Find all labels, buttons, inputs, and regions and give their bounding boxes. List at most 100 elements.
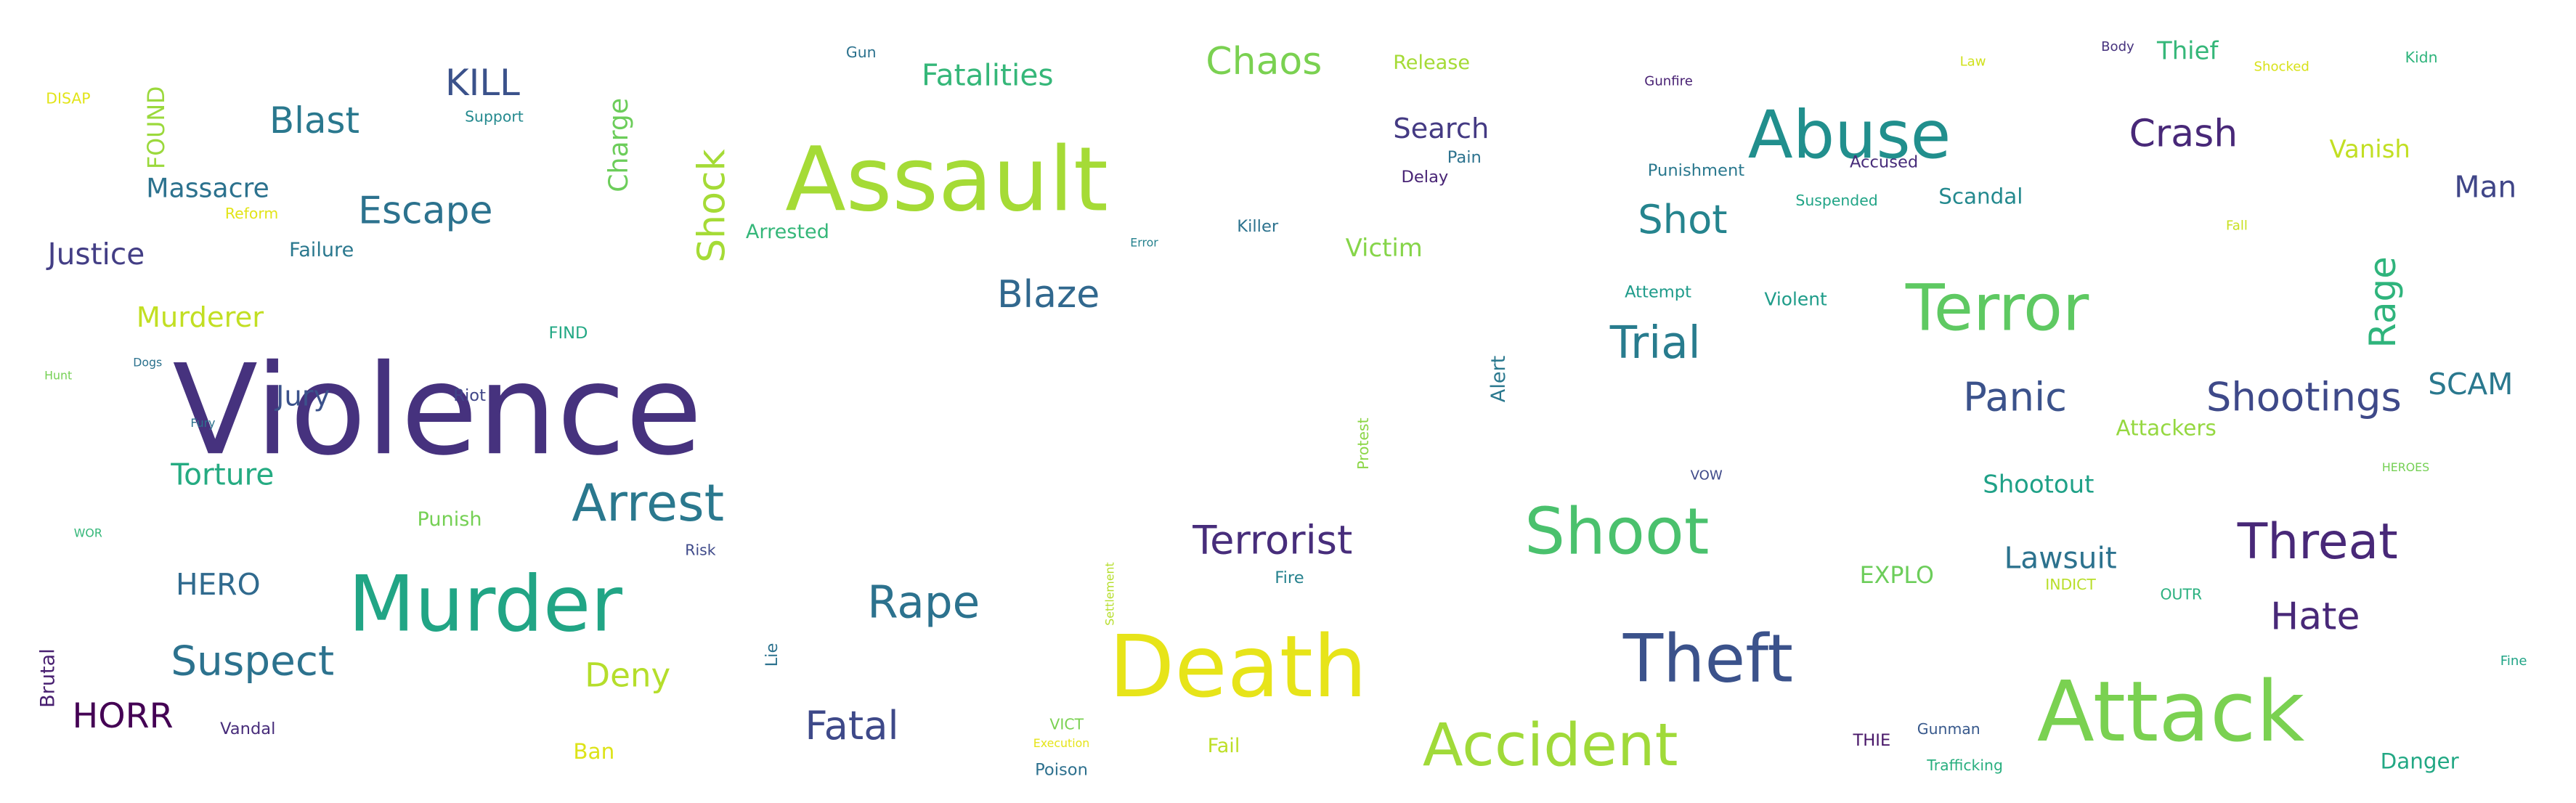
word-violent: Violent [1764, 289, 1827, 310]
word-blaze: Blaze [997, 273, 1100, 317]
word-reform: Reform [225, 205, 278, 222]
word-dogs: Dogs [133, 355, 162, 369]
word-deny: Deny [585, 656, 670, 695]
word-escape: Escape [358, 189, 492, 233]
word-arrest: Arrest [572, 473, 724, 533]
word-explo: EXPLO [1860, 563, 1934, 589]
word-ban: Ban [573, 739, 614, 764]
word-find: FIND [549, 324, 588, 343]
word-threat: Threat [2237, 513, 2398, 571]
word-attackers: Attackers [2116, 415, 2217, 440]
word-disap: DISAP [46, 90, 90, 107]
word-scandal: Scandal [1938, 184, 2023, 209]
word-pain: Pain [1447, 148, 1482, 167]
word-lie: Lie [763, 643, 781, 667]
word-failure: Failure [289, 239, 354, 261]
word-fury: Fury [190, 416, 215, 430]
word-massacre: Massacre [146, 172, 269, 203]
word-charge: Charge [603, 98, 634, 192]
word-body: Body [2101, 39, 2134, 54]
word-wor: WOR [74, 526, 102, 540]
word-lawsuit: Lawsuit [2004, 541, 2117, 576]
word-shocked: Shocked [2254, 59, 2309, 74]
word-vow: VOW [1691, 468, 1723, 484]
word-crash: Crash [2129, 112, 2238, 155]
word-terrorist: Terrorist [1192, 517, 1352, 563]
word-execution: Execution [1033, 736, 1090, 750]
word-release: Release [1393, 52, 1470, 74]
word-punishment: Punishment [1648, 161, 1744, 180]
word-protest: Protest [1354, 417, 1372, 470]
word-killer: Killer [1237, 217, 1279, 236]
word-terror: Terror [1905, 271, 2089, 346]
word-accused: Accused [1850, 153, 1918, 172]
word-outr: OUTR [2161, 586, 2203, 603]
word-support: Support [465, 107, 524, 125]
word-vandal: Vandal [220, 720, 275, 738]
word-victim: Victim [1346, 234, 1423, 262]
word-trial: Trial [1609, 317, 1701, 369]
word-found: FOUND [144, 86, 170, 169]
word-settlement: Settlement [1103, 562, 1117, 626]
word-fine: Fine [2500, 653, 2527, 669]
word-riot: Riot [453, 386, 486, 405]
word-rape: Rape [867, 577, 980, 629]
word-vict: VICT [1049, 715, 1084, 733]
word-fatal: Fatal [805, 703, 898, 749]
word-hate: Hate [2270, 595, 2360, 638]
word-justice: Justice [46, 237, 145, 272]
word-horr: HORR [73, 696, 174, 736]
word-hunt: Hunt [44, 369, 72, 383]
word-fatalities: Fatalities [922, 58, 1054, 93]
word-risk: Risk [685, 542, 715, 559]
word-search: Search [1393, 113, 1489, 145]
word-shootout: Shootout [1983, 470, 2094, 499]
word-law: Law [1960, 54, 1986, 70]
word-theft: Theft [1622, 621, 1793, 698]
word-rage: Rage [2362, 256, 2404, 348]
word-attempt: Attempt [1625, 282, 1691, 301]
word-indict: INDICT [2045, 576, 2096, 593]
word-gunfire: Gunfire [1644, 74, 1693, 89]
word-brutal: Brutal [37, 648, 60, 708]
word-error: Error [1130, 235, 1158, 249]
word-gun: Gun [846, 44, 877, 61]
word-abuse: Abuse [1748, 97, 1951, 174]
word-blast: Blast [269, 99, 359, 142]
word-danger: Danger [2381, 749, 2460, 774]
word-trafficking: Trafficking [1926, 757, 2003, 774]
word-murderer: Murderer [137, 301, 264, 334]
word-shoot: Shoot [1524, 494, 1709, 568]
word-arrested: Arrested [746, 221, 829, 243]
word-fire: Fire [1275, 568, 1304, 587]
word-suspended: Suspended [1795, 192, 1877, 209]
word-accident: Accident [1423, 711, 1678, 780]
word-attack: Attack [2037, 664, 2305, 761]
word-jury: Jury [275, 380, 330, 413]
word-shootings: Shootings [2206, 375, 2402, 420]
word-violence: Violence [173, 337, 702, 483]
word-delay: Delay [1402, 168, 1449, 187]
word-assault: Assault [785, 129, 1108, 232]
word-vanish: Vanish [2330, 135, 2410, 163]
word-hero: HERO [176, 567, 261, 602]
word-chaos: Chaos [1206, 40, 1322, 83]
word-shock: Shock [691, 149, 734, 262]
word-torture: Torture [170, 457, 274, 492]
word-suspect: Suspect [171, 638, 334, 685]
word-alert: Alert [1487, 356, 1510, 403]
word-shot: Shot [1638, 197, 1727, 242]
word-kill: KILL [445, 62, 520, 104]
word-scam: SCAM [2428, 367, 2513, 402]
word-fall: Fall [2226, 219, 2248, 234]
word-panic: Panic [1963, 375, 2067, 420]
word-kidn: Kidn [2405, 49, 2438, 66]
word-murder: Murder [349, 560, 623, 650]
word-man: Man [2454, 169, 2516, 204]
word-death: Death [1109, 617, 1368, 717]
word-gunman: Gunman [1917, 720, 1980, 738]
word-fail: Fail [1208, 735, 1240, 757]
word-thief: Thief [2156, 36, 2219, 65]
word-poison: Poison [1035, 761, 1088, 780]
